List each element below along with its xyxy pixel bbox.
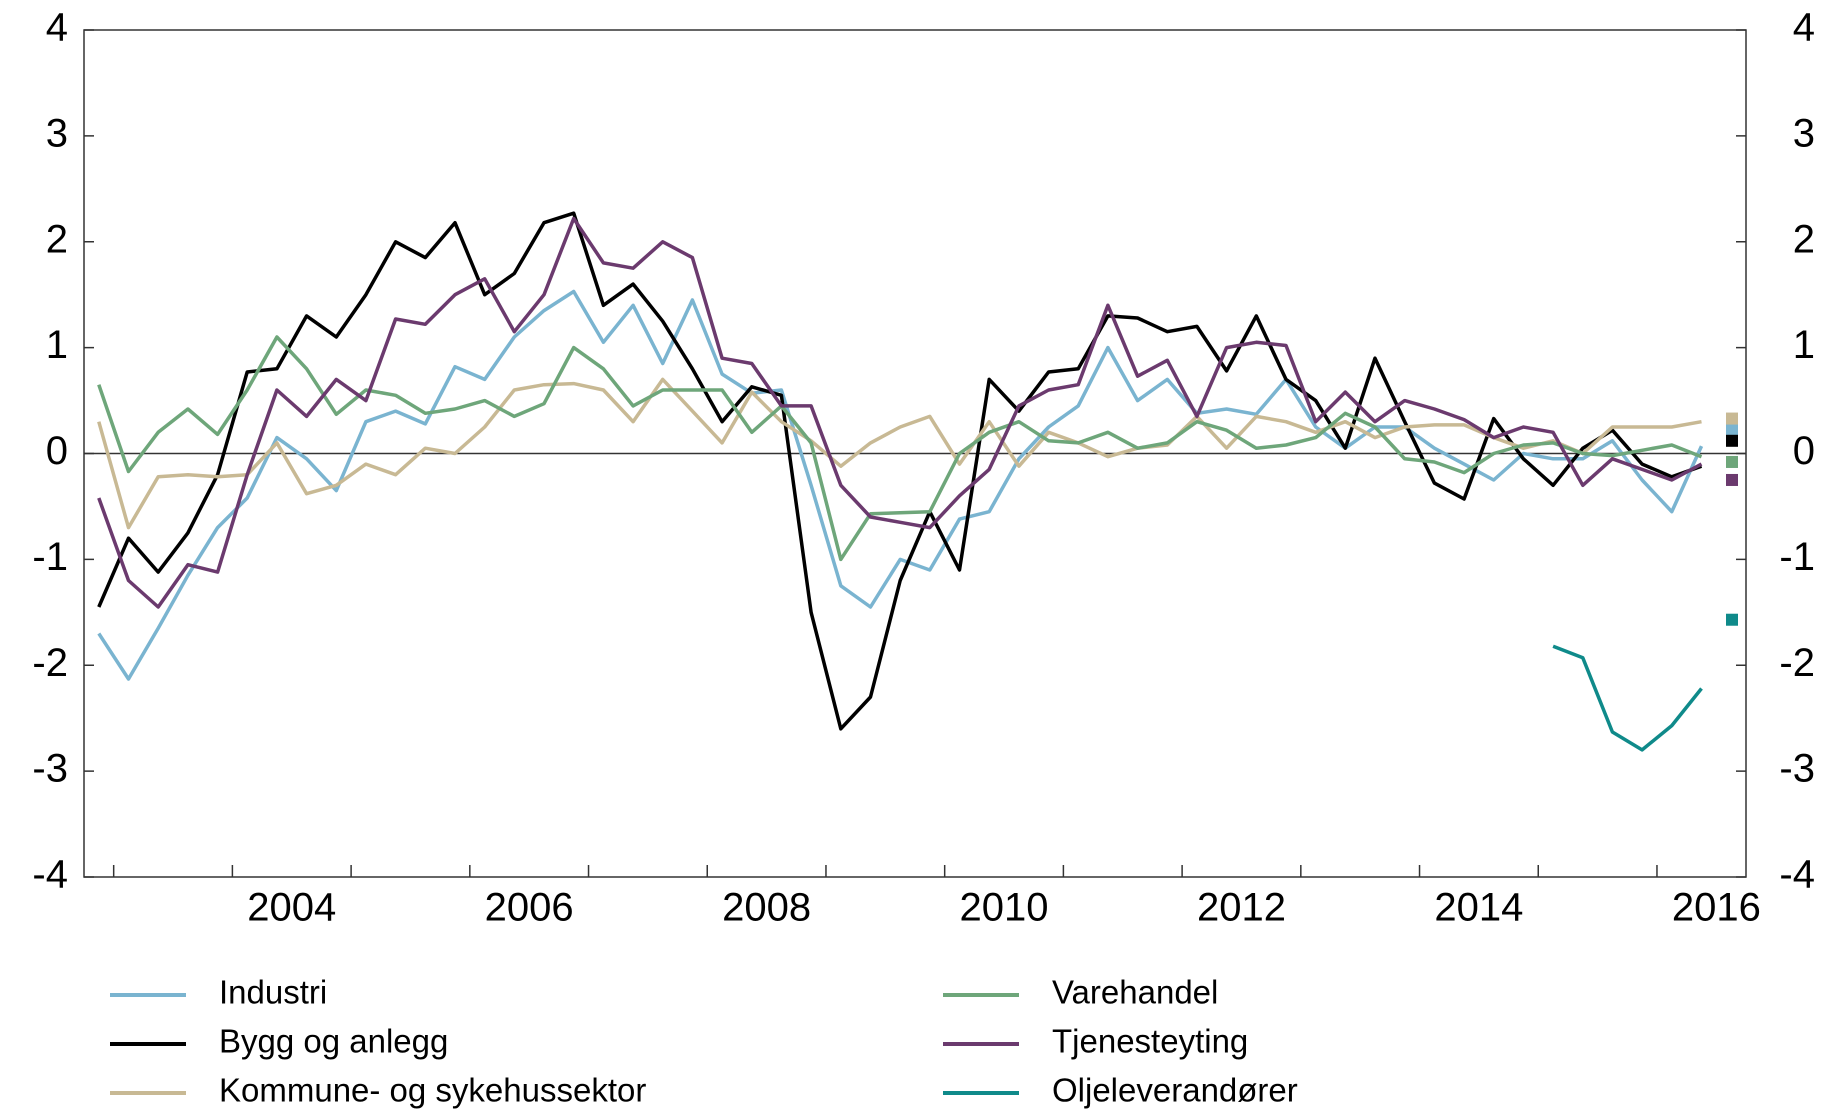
x-tick-label: 2014 [1434,886,1523,930]
legend-label: Oljeleverandører [1052,1072,1298,1109]
y-tick-label: -3 [32,747,68,791]
y-tick-label: 1 [46,323,68,367]
x-tick-label: 2008 [722,886,811,930]
x-tick-label: 2016 [1672,886,1761,930]
series-line [97,377,1702,530]
y-tick-label: -2 [32,641,68,685]
y2-tick-label: 4 [1793,6,1815,50]
legend-label: Bygg og anlegg [219,1023,448,1060]
y2-tick-label: 1 [1793,323,1815,367]
y2-tick-label: -2 [1779,641,1815,685]
y2-tick-label: -1 [1779,535,1815,579]
end-marker [1726,412,1738,425]
legend-label: Industri [219,974,327,1011]
legend-label: Kommune- og sykehussektor [219,1072,646,1109]
end-marker [1726,424,1738,437]
y-tick-label: 3 [46,111,68,155]
series-line [97,211,1703,731]
series-line [97,289,1704,681]
end-marker [1726,434,1738,447]
x-tick-label: 2004 [247,886,336,930]
y2-tick-label: 0 [1793,429,1815,473]
legend-label: Tjenesteyting [1052,1023,1248,1060]
x-tick-label: 2006 [485,886,574,930]
end-marker [1726,455,1738,468]
end-marker [1726,613,1738,626]
x-tick-label: 2012 [1197,886,1286,930]
y2-tick-label: 2 [1793,217,1815,261]
y2-tick-label: -3 [1779,747,1815,791]
y2-tick-label: 3 [1793,111,1815,155]
x-tick-label: 2010 [960,886,1049,930]
y-tick-label: 0 [46,429,68,473]
series-line [1552,644,1703,752]
y-tick-label: 2 [46,217,68,261]
legend-label: Varehandel [1052,974,1218,1011]
y2-tick-label: -4 [1779,853,1815,897]
y-tick-label: -4 [32,853,68,897]
y-tick-label: 4 [46,6,68,50]
series-line [97,335,1703,562]
series-line [97,216,1703,609]
end-marker [1726,473,1738,486]
y-tick-label: -1 [32,535,68,579]
